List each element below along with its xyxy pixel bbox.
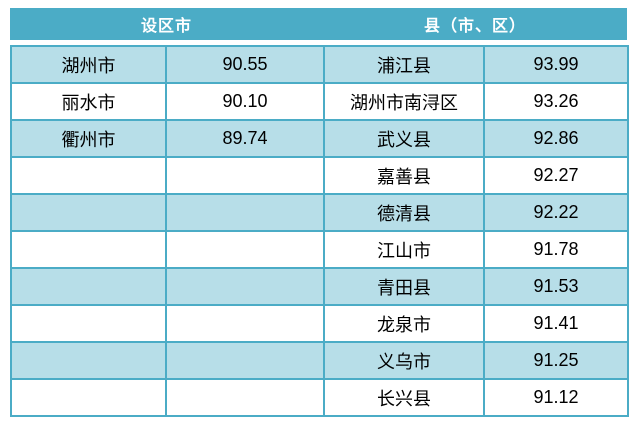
table-row: 丽水市 90.10 湖州市南浔区 93.26 <box>10 82 629 121</box>
county-name-cell: 湖州市南浔区 <box>323 82 485 121</box>
score-table: 设区市 县（市、区） 湖州市 90.55 浦江县 93.99 丽水市 90.10… <box>10 8 629 417</box>
city-name-cell <box>10 378 167 417</box>
county-name-cell: 长兴县 <box>323 378 485 417</box>
table-row: 龙泉市 91.41 <box>10 304 629 343</box>
county-name-cell: 德清县 <box>323 193 485 232</box>
county-name-cell: 青田县 <box>323 267 485 306</box>
city-name-cell: 衢州市 <box>10 119 167 158</box>
table-header-row: 设区市 县（市、区） <box>10 8 627 40</box>
city-score-cell <box>165 378 325 417</box>
table-row: 衢州市 89.74 武义县 92.86 <box>10 119 629 158</box>
city-score-cell <box>165 230 325 269</box>
table-row: 江山市 91.78 <box>10 230 629 269</box>
city-score-cell <box>165 341 325 380</box>
header-cell-city-group: 设区市 <box>140 18 192 35</box>
city-name-cell: 湖州市 <box>10 45 167 84</box>
table-row: 湖州市 90.55 浦江县 93.99 <box>10 45 629 84</box>
county-name-cell: 嘉善县 <box>323 156 485 195</box>
city-score-cell: 89.74 <box>165 119 325 158</box>
city-name-cell <box>10 304 167 343</box>
city-score-cell <box>165 267 325 306</box>
county-name-cell: 龙泉市 <box>323 304 485 343</box>
table-row: 义乌市 91.25 <box>10 341 629 380</box>
table-row: 德清县 92.22 <box>10 193 629 232</box>
header-cell-county-group: 县（市、区） <box>423 18 526 35</box>
county-name-cell: 浦江县 <box>323 45 485 84</box>
city-name-cell: 丽水市 <box>10 82 167 121</box>
city-name-cell <box>10 193 167 232</box>
county-score-cell: 91.25 <box>483 341 629 380</box>
table-row: 长兴县 91.12 <box>10 378 629 417</box>
county-score-cell: 91.53 <box>483 267 629 306</box>
county-score-cell: 92.86 <box>483 119 629 158</box>
county-name-cell: 义乌市 <box>323 341 485 380</box>
county-name-cell: 江山市 <box>323 230 485 269</box>
city-name-cell <box>10 267 167 306</box>
city-score-cell: 90.10 <box>165 82 325 121</box>
county-score-cell: 91.41 <box>483 304 629 343</box>
city-score-cell: 90.55 <box>165 45 325 84</box>
county-score-cell: 91.12 <box>483 378 629 417</box>
county-score-cell: 93.26 <box>483 82 629 121</box>
county-score-cell: 91.78 <box>483 230 629 269</box>
table-row: 嘉善县 92.27 <box>10 156 629 195</box>
city-name-cell <box>10 156 167 195</box>
city-score-cell <box>165 304 325 343</box>
county-name-cell: 武义县 <box>323 119 485 158</box>
city-name-cell <box>10 341 167 380</box>
county-score-cell: 93.99 <box>483 45 629 84</box>
city-score-cell <box>165 156 325 195</box>
city-name-cell <box>10 230 167 269</box>
table-row: 青田县 91.53 <box>10 267 629 306</box>
city-score-cell <box>165 193 325 232</box>
county-score-cell: 92.27 <box>483 156 629 195</box>
table-body: 湖州市 90.55 浦江县 93.99 丽水市 90.10 湖州市南浔区 93.… <box>10 45 629 417</box>
county-score-cell: 92.22 <box>483 193 629 232</box>
